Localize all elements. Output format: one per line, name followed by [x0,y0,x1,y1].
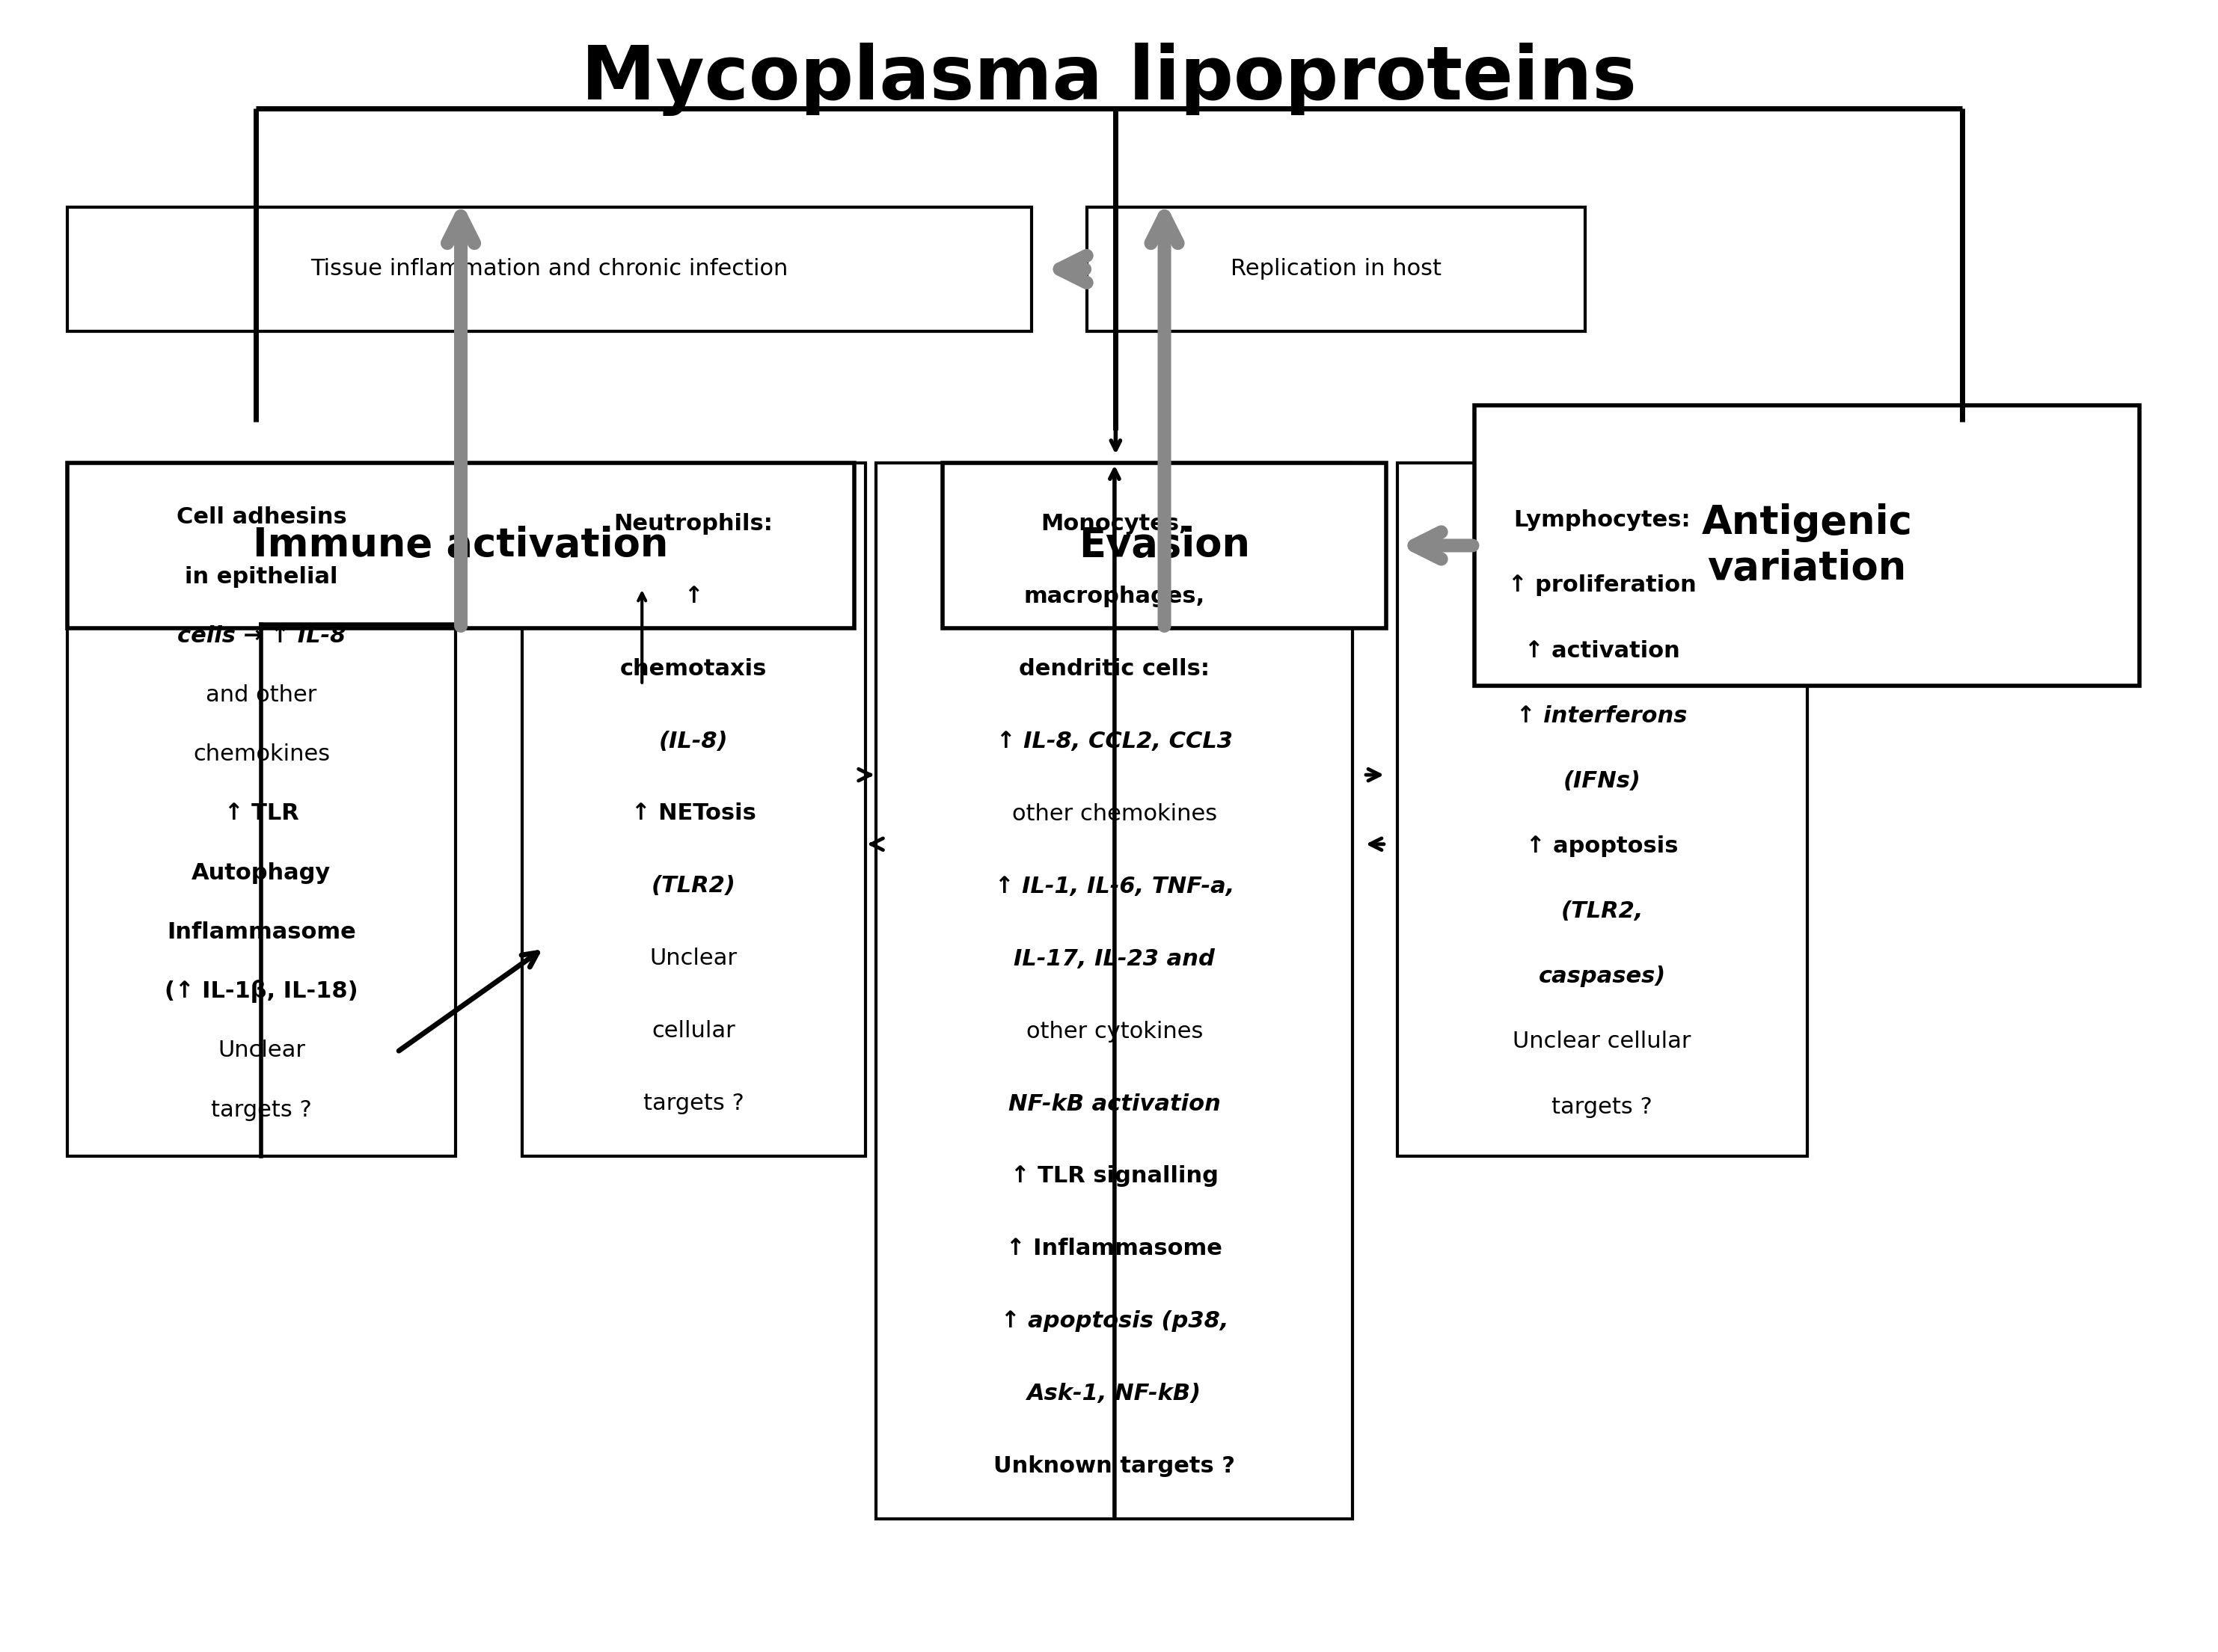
Text: ↑ apoptosis: ↑ apoptosis [1526,836,1679,857]
Text: (TLR2): (TLR2) [652,876,736,897]
Text: (IFNs): (IFNs) [1564,770,1641,791]
Text: dendritic cells:: dendritic cells: [1018,657,1209,681]
Text: Antigenic
variation: Antigenic variation [1701,504,1912,588]
Text: ↑ apoptosis (p38,: ↑ apoptosis (p38, [1000,1310,1229,1332]
Text: ↑ activation: ↑ activation [1524,639,1679,661]
Text: IL-17, IL-23 and: IL-17, IL-23 and [1014,948,1215,970]
Text: Tissue inflammation and chronic infection: Tissue inflammation and chronic infectio… [311,258,787,279]
FancyBboxPatch shape [67,463,854,628]
Text: Unknown targets ?: Unknown targets ? [994,1455,1235,1477]
Text: Ask-1, NF-kB): Ask-1, NF-kB) [1027,1383,1202,1404]
Text: other cytokines: other cytokines [1027,1021,1202,1042]
Text: cells → ↑ IL-8: cells → ↑ IL-8 [177,624,346,646]
Text: Autophagy: Autophagy [191,862,330,884]
Text: (↑ IL-1β, IL-18): (↑ IL-1β, IL-18) [164,980,357,1003]
Text: cellular: cellular [652,1019,736,1042]
Text: Unclear: Unclear [650,948,736,970]
FancyBboxPatch shape [67,463,455,1156]
Text: ↑ interferons: ↑ interferons [1517,705,1688,727]
Text: ↑ IL-1, IL-6, TNF-a,: ↑ IL-1, IL-6, TNF-a, [994,876,1235,897]
Text: and other: and other [206,684,317,705]
Text: Replication in host: Replication in host [1231,258,1442,279]
Text: ↑ NETosis: ↑ NETosis [632,803,756,824]
Text: Mycoplasma lipoproteins: Mycoplasma lipoproteins [581,43,1637,116]
FancyBboxPatch shape [1397,463,1808,1156]
Text: ↑ proliferation: ↑ proliferation [1508,575,1697,596]
Text: (IL-8): (IL-8) [659,730,728,752]
FancyBboxPatch shape [67,207,1031,330]
Text: caspases): caspases) [1539,966,1666,988]
FancyBboxPatch shape [1087,207,1586,330]
Text: macrophages,: macrophages, [1025,586,1204,608]
Text: Evasion: Evasion [1078,525,1251,565]
Text: chemotaxis: chemotaxis [621,657,767,679]
FancyBboxPatch shape [521,463,865,1156]
Text: Cell adhesins: Cell adhesins [175,507,346,529]
Text: in epithelial: in epithelial [184,565,337,588]
FancyBboxPatch shape [876,463,1353,1518]
Text: Unclear cellular: Unclear cellular [1513,1031,1692,1052]
Text: Neutrophils:: Neutrophils: [614,514,774,535]
Text: Immune activation: Immune activation [253,525,668,565]
Text: targets ?: targets ? [1553,1095,1652,1118]
Text: targets ?: targets ? [643,1092,743,1113]
Text: chemokines: chemokines [193,743,330,765]
Text: targets ?: targets ? [211,1099,313,1120]
Text: Unclear: Unclear [217,1039,306,1062]
Text: ↑ TLR: ↑ TLR [224,803,299,824]
Text: ↑ Inflammasome: ↑ Inflammasome [1007,1237,1222,1259]
Text: NF-kB activation: NF-kB activation [1009,1094,1220,1115]
Text: ↑: ↑ [683,585,703,608]
FancyBboxPatch shape [1475,405,2140,686]
Text: ↑ TLR signalling: ↑ TLR signalling [1011,1165,1218,1188]
Text: other chemokines: other chemokines [1011,803,1218,824]
Text: Monocytes,: Monocytes, [1040,514,1189,535]
Text: Inflammasome: Inflammasome [166,922,355,943]
Text: Lymphocytes:: Lymphocytes: [1513,509,1690,532]
Text: (TLR2,: (TLR2, [1561,900,1644,922]
FancyBboxPatch shape [943,463,1386,628]
Text: ↑ IL-8, CCL2, CCL3: ↑ IL-8, CCL2, CCL3 [996,730,1233,752]
